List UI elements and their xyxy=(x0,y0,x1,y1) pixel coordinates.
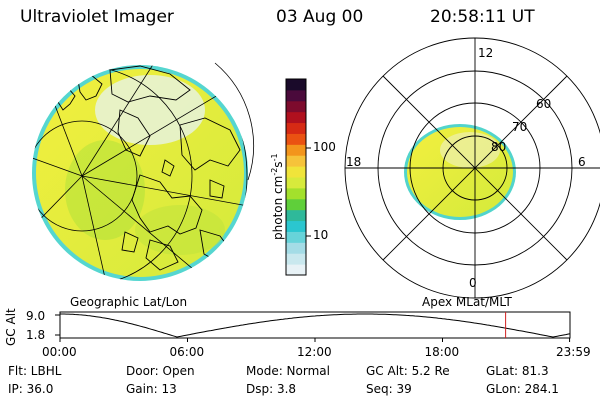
colorbar-segment xyxy=(286,166,306,178)
grid-arc-outer xyxy=(214,62,254,181)
colorbar-frame xyxy=(285,78,307,276)
glon-info: GLon: 284.1 xyxy=(486,382,559,396)
seq-info: Seq: 39 xyxy=(366,382,412,396)
geographic-caption: Geographic Lat/Lon xyxy=(70,295,188,309)
flt-info: Flt: LBHL xyxy=(8,364,62,378)
colorbar-segment xyxy=(286,253,306,265)
lat-60-label: 60 xyxy=(536,97,552,111)
lat-80-label: 80 xyxy=(491,140,507,154)
geographic-image xyxy=(32,62,254,281)
colorbar-segment xyxy=(286,111,306,124)
dsp-info: Dsp: 3.8 xyxy=(246,382,297,396)
colorbar-unit: photon cm-2s-1 xyxy=(270,153,285,240)
apex-caption: Apex MLat/MLT xyxy=(422,295,512,309)
colorbar-segment xyxy=(286,155,306,167)
mode-info: Mode: Normal xyxy=(246,364,330,378)
date-label: 03 Aug 00 xyxy=(276,7,364,27)
time-label: 20:58:11 UT xyxy=(430,7,535,27)
instrument-title: Ultraviolet Imager xyxy=(20,7,174,27)
x-tick-label: 23:59 xyxy=(556,345,591,359)
door-info: Door: Open xyxy=(126,364,195,378)
x-tick-label: 12:00 xyxy=(297,345,332,359)
colorbar-segment xyxy=(286,177,306,189)
colorbar-segment xyxy=(286,122,306,134)
mlt-0-label: 0 xyxy=(469,276,477,290)
x-tick-label: 06:00 xyxy=(169,345,205,359)
colorbar-segment xyxy=(286,209,306,222)
mlt-6-label: 6 xyxy=(578,155,586,169)
gc-alt-info: GC Alt: 5.2 Re xyxy=(366,364,450,378)
colorbar-segment xyxy=(286,89,306,102)
altitude-plot xyxy=(55,311,571,342)
colorbar-segment xyxy=(286,198,306,211)
colorbar-segment xyxy=(286,187,306,200)
lat-70-label: 70 xyxy=(512,120,528,134)
glat-info: GLat: 81.3 xyxy=(486,364,549,378)
altitude-curve xyxy=(60,313,571,338)
colorbar-segment xyxy=(286,100,306,113)
x-tick-label: 00:00 xyxy=(42,345,77,359)
dayglow-patch xyxy=(95,75,205,145)
colorbar-tick-100: 100 xyxy=(313,140,336,154)
colorbar-segment xyxy=(286,242,306,254)
colorbar-tick-10: 10 xyxy=(313,228,329,242)
alt-ylabel: GC Alt xyxy=(4,308,18,346)
colorbar-segment xyxy=(286,231,306,243)
colorbar xyxy=(286,79,306,276)
apex-polar-plot xyxy=(344,37,600,299)
alt-ymax-label: 9.0 xyxy=(26,309,46,323)
x-tick-label: 18:00 xyxy=(424,345,460,359)
colorbar-segment xyxy=(286,264,306,276)
mlt-18-label: 18 xyxy=(346,155,362,169)
colorbar-segment xyxy=(286,79,306,91)
colorbar-segment xyxy=(286,220,306,232)
alt-ymin-label: 1.8 xyxy=(26,328,46,342)
mlt-12-label: 12 xyxy=(478,46,494,60)
ip-info: IP: 36.0 xyxy=(8,382,54,396)
colorbar-segment xyxy=(286,144,306,156)
gain-info: Gain: 13 xyxy=(126,382,177,396)
colorbar-segment xyxy=(286,133,306,145)
